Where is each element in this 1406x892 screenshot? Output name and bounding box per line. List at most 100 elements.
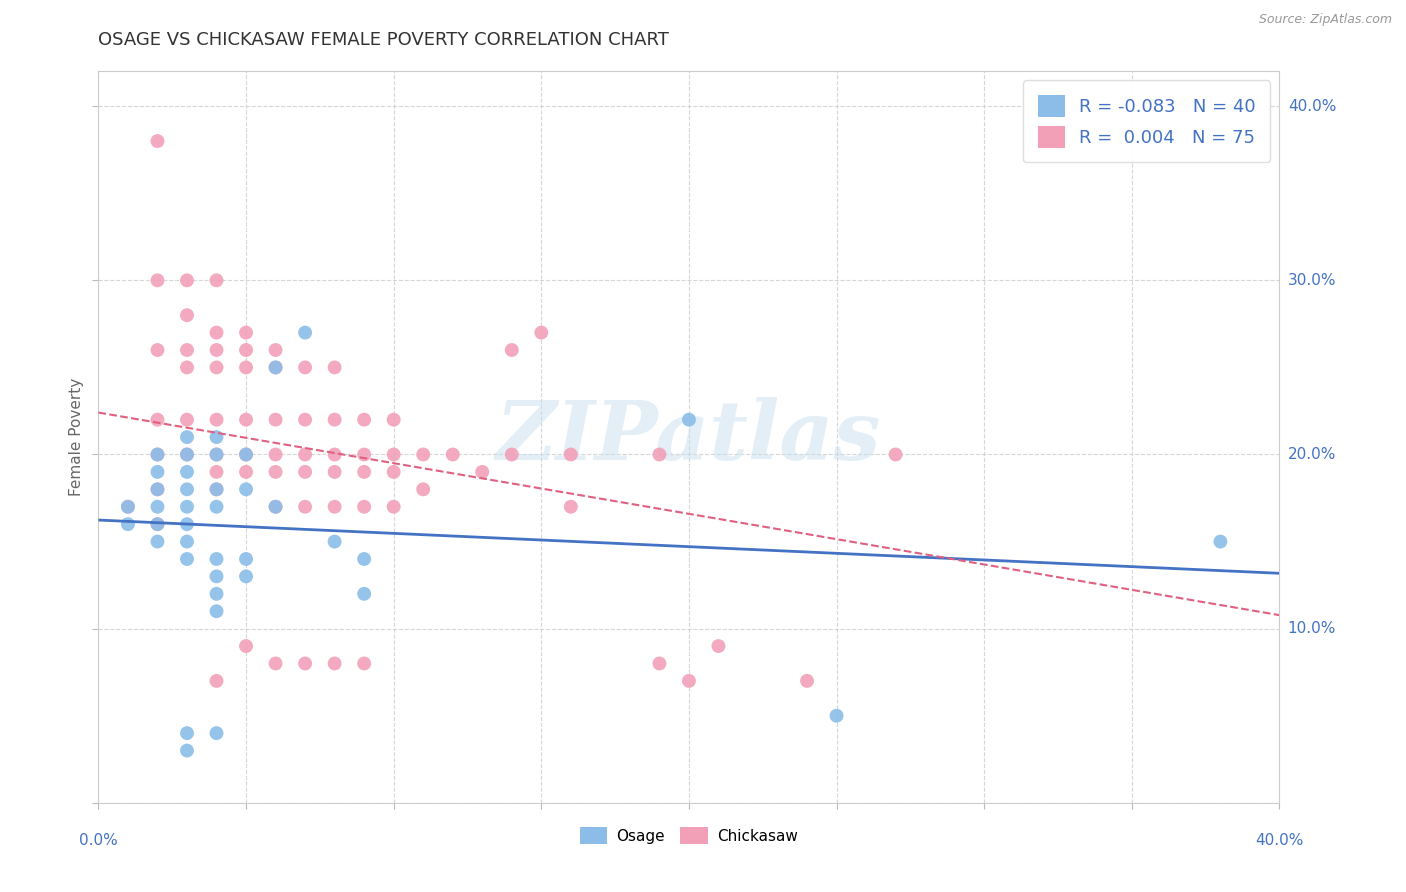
Point: [205, 483, 228, 497]
Point: [176, 343, 198, 357]
Point: [294, 412, 316, 426]
Point: [146, 517, 169, 532]
Point: [205, 500, 228, 514]
Point: [323, 448, 346, 462]
Point: [323, 534, 346, 549]
Text: 10.0%: 10.0%: [1288, 621, 1336, 636]
Point: [294, 360, 316, 375]
Point: [235, 360, 257, 375]
Point: [205, 448, 228, 462]
Text: 20.0%: 20.0%: [1288, 447, 1336, 462]
Point: [205, 360, 228, 375]
Point: [264, 360, 287, 375]
Point: [146, 343, 169, 357]
Point: [353, 448, 375, 462]
Point: [294, 500, 316, 514]
Point: [382, 500, 405, 514]
Point: [323, 657, 346, 671]
Point: [264, 360, 287, 375]
Text: Source: ZipAtlas.com: Source: ZipAtlas.com: [1258, 13, 1392, 27]
Text: 40.0%: 40.0%: [1256, 833, 1303, 848]
Point: [294, 326, 316, 340]
Point: [678, 412, 700, 426]
Point: [323, 360, 346, 375]
Point: [235, 465, 257, 479]
Point: [176, 360, 198, 375]
Point: [264, 657, 287, 671]
Point: [146, 273, 169, 287]
Point: [176, 500, 198, 514]
Point: [235, 569, 257, 583]
Y-axis label: Female Poverty: Female Poverty: [69, 378, 84, 496]
Text: ZIPatlas: ZIPatlas: [496, 397, 882, 477]
Point: [146, 465, 169, 479]
Point: [146, 483, 169, 497]
Point: [176, 552, 198, 566]
Point: [176, 448, 198, 462]
Point: [353, 657, 375, 671]
Point: [176, 448, 198, 462]
Point: [205, 483, 228, 497]
Point: [117, 500, 139, 514]
Point: [146, 448, 169, 462]
Text: 0.0%: 0.0%: [79, 833, 118, 848]
Point: [235, 412, 257, 426]
Point: [560, 448, 582, 462]
Point: [205, 343, 228, 357]
Point: [1209, 534, 1232, 549]
Point: [264, 448, 287, 462]
Point: [176, 726, 198, 740]
Point: [235, 448, 257, 462]
Point: [412, 448, 434, 462]
Point: [146, 534, 169, 549]
Point: [264, 412, 287, 426]
Point: [235, 552, 257, 566]
Point: [205, 412, 228, 426]
Point: [264, 500, 287, 514]
Point: [146, 517, 169, 532]
Point: [235, 639, 257, 653]
Point: [117, 500, 139, 514]
Point: [205, 448, 228, 462]
Point: [205, 673, 228, 688]
Point: [176, 483, 198, 497]
Point: [884, 448, 907, 462]
Point: [648, 657, 671, 671]
Point: [205, 726, 228, 740]
Point: [530, 326, 553, 340]
Point: [264, 500, 287, 514]
Point: [353, 587, 375, 601]
Point: [176, 517, 198, 532]
Point: [323, 500, 346, 514]
Point: [176, 430, 198, 444]
Point: [382, 465, 405, 479]
Point: [205, 465, 228, 479]
Point: [146, 134, 169, 148]
Point: [146, 448, 169, 462]
Point: [146, 500, 169, 514]
Point: [294, 448, 316, 462]
Point: [176, 273, 198, 287]
Point: [235, 483, 257, 497]
Point: [176, 743, 198, 757]
Point: [205, 604, 228, 618]
Point: [205, 326, 228, 340]
Point: [825, 708, 848, 723]
Point: [678, 673, 700, 688]
Point: [707, 639, 730, 653]
Legend: Osage, Chickasaw: Osage, Chickasaw: [574, 822, 804, 850]
Point: [294, 657, 316, 671]
Point: [471, 465, 494, 479]
Text: 40.0%: 40.0%: [1288, 99, 1336, 113]
Point: [235, 343, 257, 357]
Point: [501, 448, 523, 462]
Point: [117, 517, 139, 532]
Point: [176, 308, 198, 322]
Point: [146, 483, 169, 497]
Point: [205, 552, 228, 566]
Point: [205, 569, 228, 583]
Point: [205, 587, 228, 601]
Point: [323, 412, 346, 426]
Point: [353, 500, 375, 514]
Point: [560, 500, 582, 514]
